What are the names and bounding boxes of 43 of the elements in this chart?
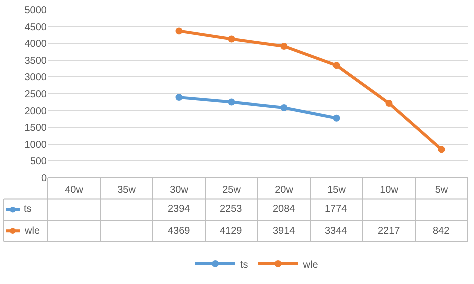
x-tick-label: 25w: [222, 185, 242, 196]
y-tick-label: 4000: [24, 39, 48, 50]
point: [333, 62, 340, 70]
data-label: 2217: [378, 226, 401, 237]
x-tick-label: 5w: [435, 185, 449, 196]
data-label: 3344: [325, 226, 348, 237]
data-label: 1774: [325, 204, 348, 215]
text: wle: [25, 226, 40, 237]
y-tick-label: 2500: [24, 90, 48, 100]
y-tick-label: 1000: [24, 140, 48, 151]
data-label: 2253: [220, 204, 243, 215]
y-tick-label: 3000: [24, 72, 48, 84]
point: [438, 146, 446, 154]
data-label: 842: [433, 226, 450, 237]
data-label: 3914: [273, 226, 296, 237]
legend-label: wle: [302, 260, 319, 271]
data-label: 2084: [273, 204, 296, 215]
point: [280, 104, 288, 112]
data-label: 2394: [168, 204, 191, 215]
point: [228, 98, 236, 106]
point: [228, 36, 236, 43]
x-tick-label: 35w: [118, 185, 137, 196]
data-label: 4369: [168, 226, 191, 237]
legend-label: ts: [240, 260, 248, 271]
y-tick-label: 2000: [24, 106, 48, 118]
y-tick-label: 0: [41, 174, 48, 184]
point: [333, 114, 340, 122]
x-tick-label: 15w: [328, 185, 347, 196]
point: [280, 42, 288, 50]
point: [386, 100, 393, 108]
data-label: 4129: [220, 226, 243, 237]
x-tick-label: 20w: [275, 185, 294, 196]
text: ts: [24, 204, 32, 215]
x-tick-label: 30w: [170, 185, 190, 196]
y-tick-label: 4500: [24, 22, 48, 34]
x-tick-label: 10w: [380, 185, 400, 196]
y-tick-label: 1500: [24, 123, 48, 134]
x-tick-label: 40w: [65, 185, 84, 196]
point: [176, 28, 183, 35]
point: [176, 94, 183, 102]
y-tick-label: 500: [30, 156, 48, 168]
y-tick-label: 5000: [24, 6, 48, 16]
y-tick-label: 3500: [24, 56, 48, 67]
